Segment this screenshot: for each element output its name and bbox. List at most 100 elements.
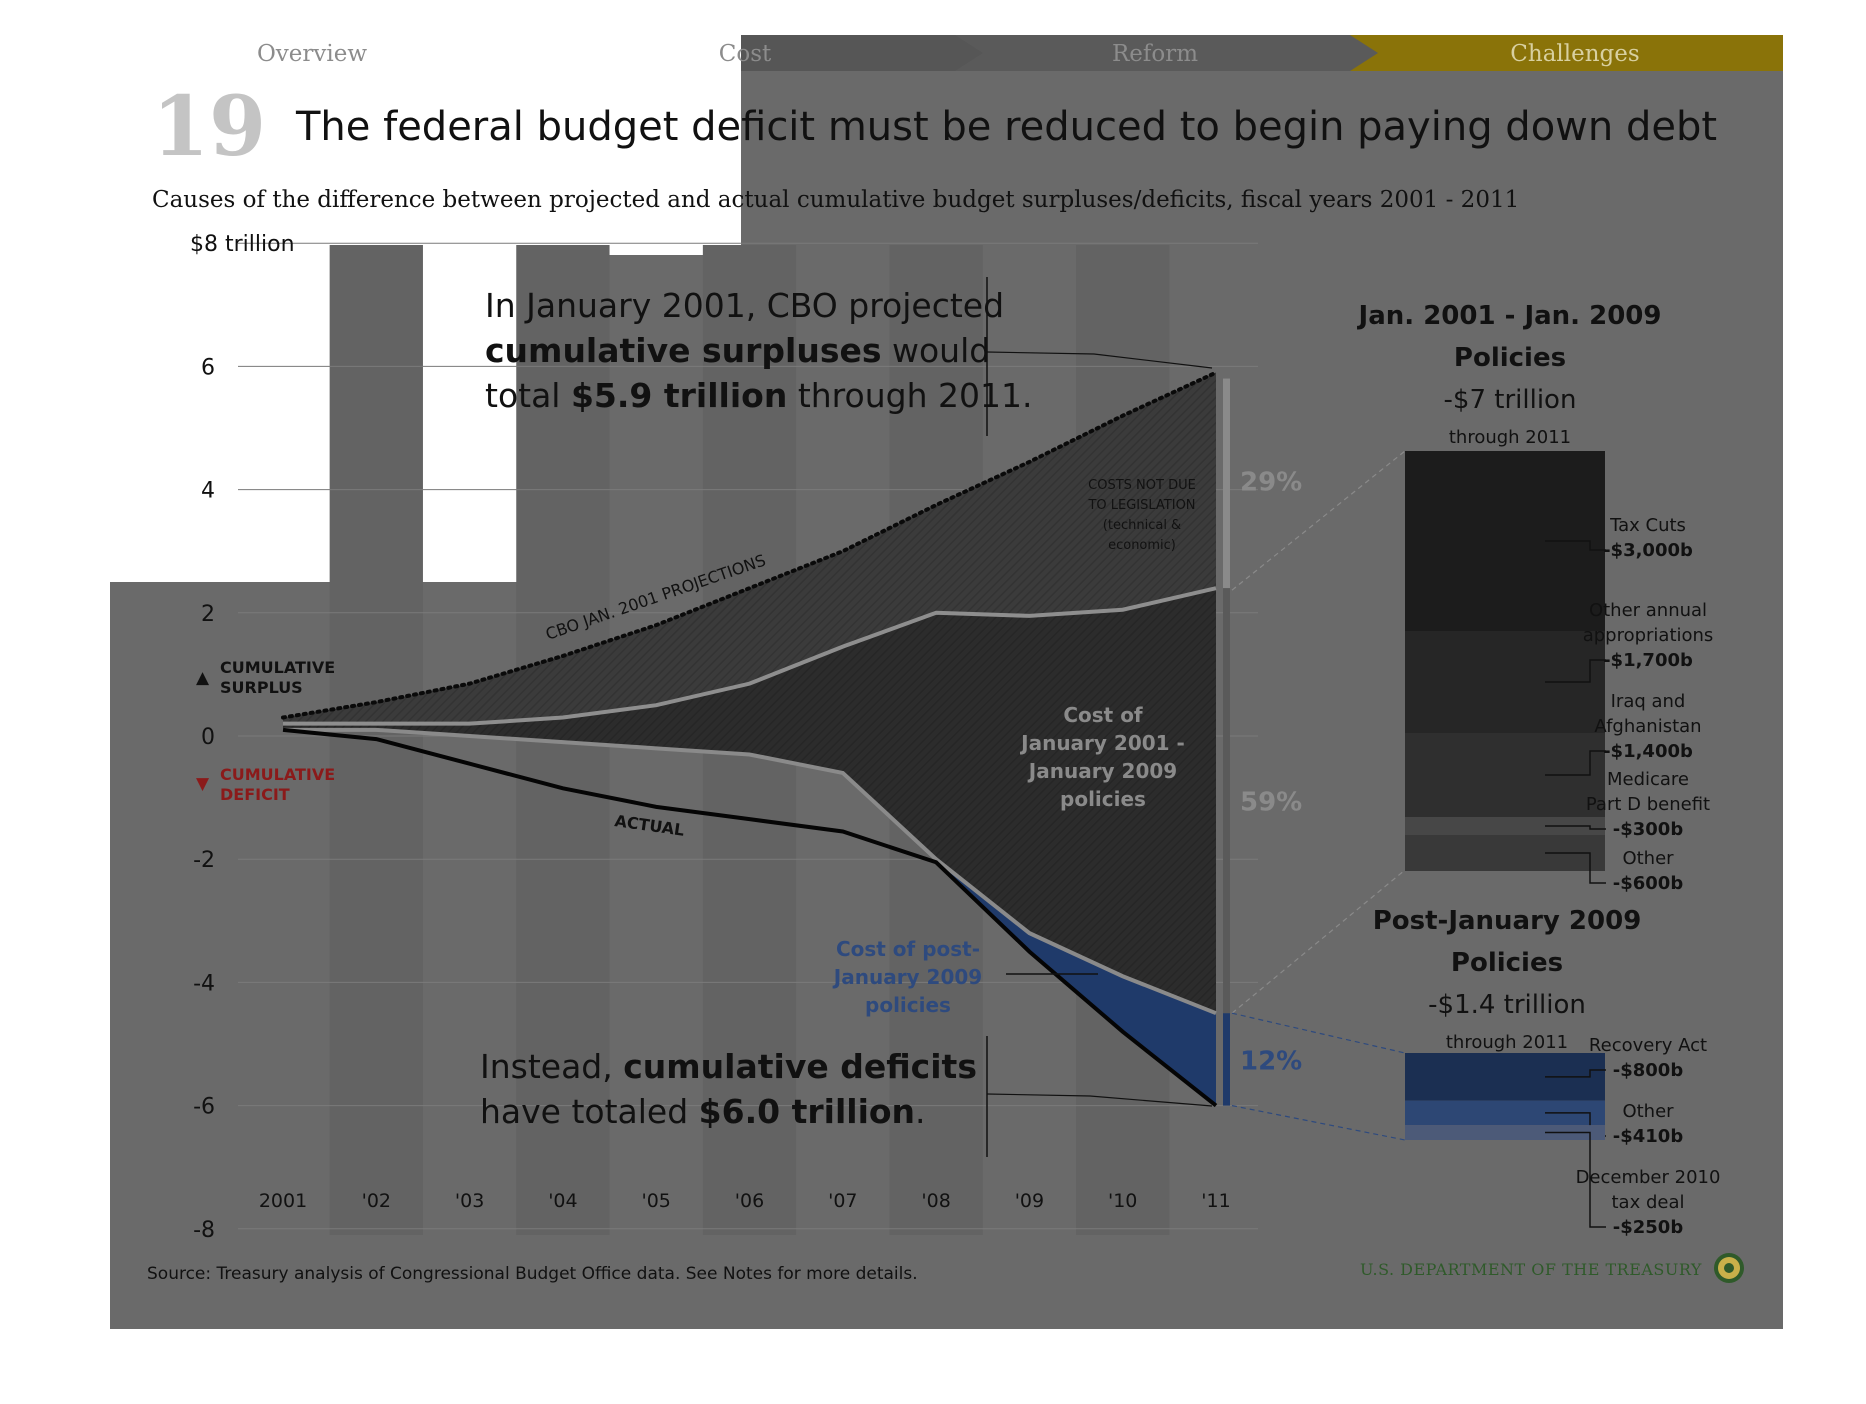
- annotation-top-rest1: would: [881, 331, 990, 370]
- segment-value: -$300b: [1613, 819, 1684, 840]
- treasury-seal-icon: [1714, 1253, 1744, 1283]
- x-tick-label: '06: [735, 1190, 764, 1212]
- y-tick-label: -6: [193, 1095, 215, 1120]
- y-tick-label: 2: [201, 602, 215, 627]
- projection-line: [281, 370, 1218, 720]
- panel-post-title1: Post-January 2009: [1373, 906, 1642, 936]
- annotation-top-bold3: $5.9 trillion: [571, 376, 787, 415]
- segment-leader: [1545, 825, 1606, 830]
- nav-bar: Overview Cost Reform Challenges: [257, 35, 1783, 71]
- y-tick-label: 0: [201, 725, 215, 750]
- segment-label: Medicare: [1607, 769, 1689, 790]
- segment-value: -$1,400b: [1603, 741, 1693, 762]
- panel-jan-title2: Policies: [1454, 343, 1566, 373]
- x-tick-label: '11: [1201, 1190, 1230, 1212]
- percent-jan-policies: 59%: [1240, 788, 1302, 818]
- region-label-not-due: COSTS NOT DUE TO LEGISLATION (technical …: [1087, 478, 1195, 553]
- segment-label: Iraq and: [1611, 691, 1686, 712]
- annotation-bottom-line1: Instead, cumulative deficits: [480, 1047, 977, 1086]
- panel-jan-through: through 2011: [1449, 427, 1571, 448]
- legend-surplus-line2: SURPLUS: [220, 678, 303, 697]
- deficit-arrow-icon: ▼: [196, 774, 210, 794]
- annotation-bottom-line2: have totaled $6.0 trillion.: [480, 1092, 926, 1131]
- segment-value: -$410b: [1613, 1126, 1684, 1147]
- segment-label: Other: [1622, 848, 1674, 869]
- middle-line: [283, 586, 1217, 726]
- nav-segment-reform[interactable]: [955, 35, 1378, 71]
- post-policies-line2: January 2009: [832, 965, 982, 989]
- annotation-bottom-leader: [986, 1093, 1213, 1107]
- not-due-line4: economic): [1108, 538, 1176, 553]
- segment-label: Other annual: [1589, 600, 1707, 621]
- region-jan-policies: [283, 588, 1216, 1014]
- legend-surplus-line1: CUMULATIVE: [220, 658, 335, 677]
- segment-label: Other: [1622, 1101, 1674, 1122]
- segment-value: -$800b: [1613, 1060, 1684, 1081]
- post-policies-line3: policies: [865, 993, 951, 1017]
- bar-jan-policies: [1223, 588, 1230, 1014]
- y-tick-label: -2: [193, 848, 215, 873]
- segment-leader: [1545, 659, 1606, 683]
- y-tick-label: $8 trillion: [190, 232, 295, 257]
- x-tick-label: 2001: [259, 1190, 307, 1212]
- surplus-arrow-icon: ▲: [196, 668, 210, 688]
- not-due-line3: (technical &: [1103, 518, 1181, 533]
- connector-post-bottom: [1231, 1105, 1406, 1141]
- panel-jan-total: -$7 trillion: [1444, 385, 1577, 415]
- annotation-top-bold1: cumulative surpluses: [485, 331, 881, 370]
- page-subtitle: Causes of the difference between project…: [152, 187, 1519, 213]
- jan-policies-line4: policies: [1060, 787, 1146, 811]
- segment-label: Afghanistan: [1594, 716, 1701, 737]
- legend: ▲ CUMULATIVE SURPLUS ▼ CUMULATIVE DEFICI…: [196, 658, 335, 804]
- segment-leader: [1545, 852, 1606, 884]
- annotation-actual: Instead, cumulative deficits have totale…: [480, 1036, 1213, 1157]
- x-tick-label: '10: [1108, 1190, 1137, 1212]
- breakdown-bar: 29% 59% 12%: [1223, 378, 1406, 1141]
- nav-item-challenges[interactable]: Challenges: [1510, 41, 1639, 67]
- nav-item-overview[interactable]: Overview: [257, 41, 367, 67]
- segment-leader: [1545, 1131, 1606, 1228]
- y-axis: $8 trillion 6 4 2 0 -2 -4 -6 -8: [190, 232, 295, 1243]
- actual-line: [282, 727, 1218, 1108]
- x-tick-label: '05: [641, 1190, 670, 1212]
- y-tick-label: 4: [201, 479, 215, 504]
- connector-jan-bottom: [1231, 869, 1406, 1014]
- y-tick-label: -8: [193, 1218, 215, 1243]
- region-not-due: [283, 372, 1216, 724]
- annotation-top-line2: cumulative surpluses would: [485, 331, 990, 370]
- percent-not-due: 29%: [1240, 467, 1302, 497]
- annotation-bottom-bold1: cumulative deficits: [623, 1047, 977, 1086]
- annotation-bottom-bold2: $6.0 trillion: [699, 1092, 915, 1131]
- segment-value: -$600b: [1613, 873, 1684, 894]
- y-tick-label: 6: [201, 355, 215, 380]
- x-tick-label: '02: [362, 1190, 391, 1212]
- annotation-bottom-pre2: have totaled: [480, 1092, 699, 1131]
- not-due-line2: TO LEGISLATION: [1087, 498, 1195, 513]
- stack-segment: [1405, 817, 1605, 835]
- nav-segment-cost[interactable]: [741, 35, 983, 71]
- segment-leader: [1545, 750, 1606, 776]
- nav-item-reform[interactable]: Reform: [1112, 41, 1198, 67]
- segment-label: December 2010: [1576, 1167, 1721, 1188]
- bar-post-policies: [1223, 1013, 1230, 1106]
- nav-segment-challenges[interactable]: [1350, 35, 1783, 71]
- segment-label: appropriations: [1583, 625, 1714, 646]
- agency-name: U.S. DEPARTMENT OF THE TREASURY: [1360, 1260, 1702, 1279]
- panel-post-2009: Post-January 2009 Policies -$1.4 trillio…: [1373, 906, 1721, 1238]
- jan-policies-line3: January 2009: [1027, 759, 1177, 783]
- x-tick-label: '08: [921, 1190, 950, 1212]
- panel-post-through: through 2011: [1446, 1032, 1568, 1053]
- region-label-jan-policies: Cost of January 2001 - January 2009 poli…: [1019, 703, 1185, 811]
- y-tick-label: -4: [193, 971, 215, 996]
- panel-post-title2: Policies: [1451, 948, 1563, 978]
- segment-value: -$3,000b: [1603, 540, 1693, 561]
- lower-line: [283, 727, 1217, 1016]
- region-label-post-policies: Cost of post- January 2009 policies: [832, 937, 1098, 1017]
- segment-label: Part D benefit: [1586, 794, 1710, 815]
- region-post-policies: [936, 859, 1216, 1106]
- segment-value: -$1,700b: [1603, 650, 1693, 671]
- nav-item-cost[interactable]: Cost: [719, 41, 772, 67]
- x-tick-label: '07: [828, 1190, 857, 1212]
- connector-jan-top: [1231, 450, 1406, 591]
